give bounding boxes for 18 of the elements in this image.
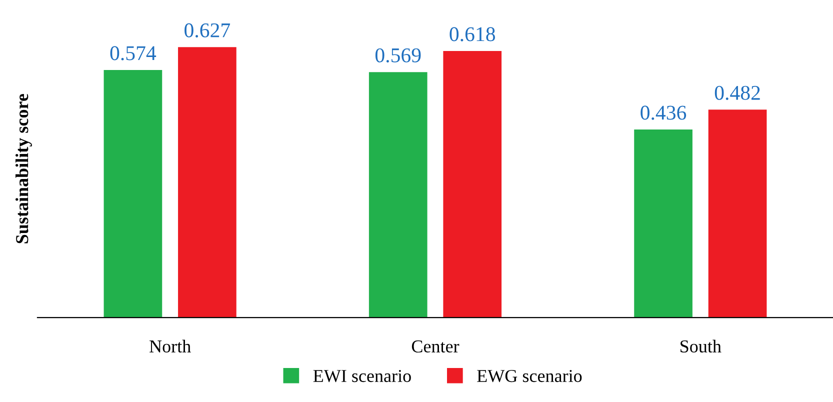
legend-label: EWG scenario bbox=[477, 370, 582, 382]
legend-label: EWI scenario bbox=[313, 370, 411, 382]
x-tick-label: North bbox=[150, 340, 191, 353]
bar bbox=[708, 110, 767, 318]
data-label: 0.618 bbox=[450, 27, 496, 42]
data-label: 0.436 bbox=[640, 106, 686, 120]
data-label: 0.574 bbox=[110, 46, 156, 60]
y-axis-title: Sustainability score bbox=[16, 94, 32, 244]
x-tick-label: Center bbox=[412, 340, 460, 353]
bar bbox=[634, 130, 692, 318]
bar bbox=[443, 51, 502, 318]
bar bbox=[104, 70, 162, 318]
x-tick-label: South bbox=[680, 340, 722, 353]
data-label: 0.482 bbox=[714, 86, 760, 100]
data-label: 0.569 bbox=[375, 48, 421, 62]
bar bbox=[178, 47, 236, 318]
bar bbox=[368, 72, 428, 318]
data-label: 0.627 bbox=[184, 23, 230, 38]
